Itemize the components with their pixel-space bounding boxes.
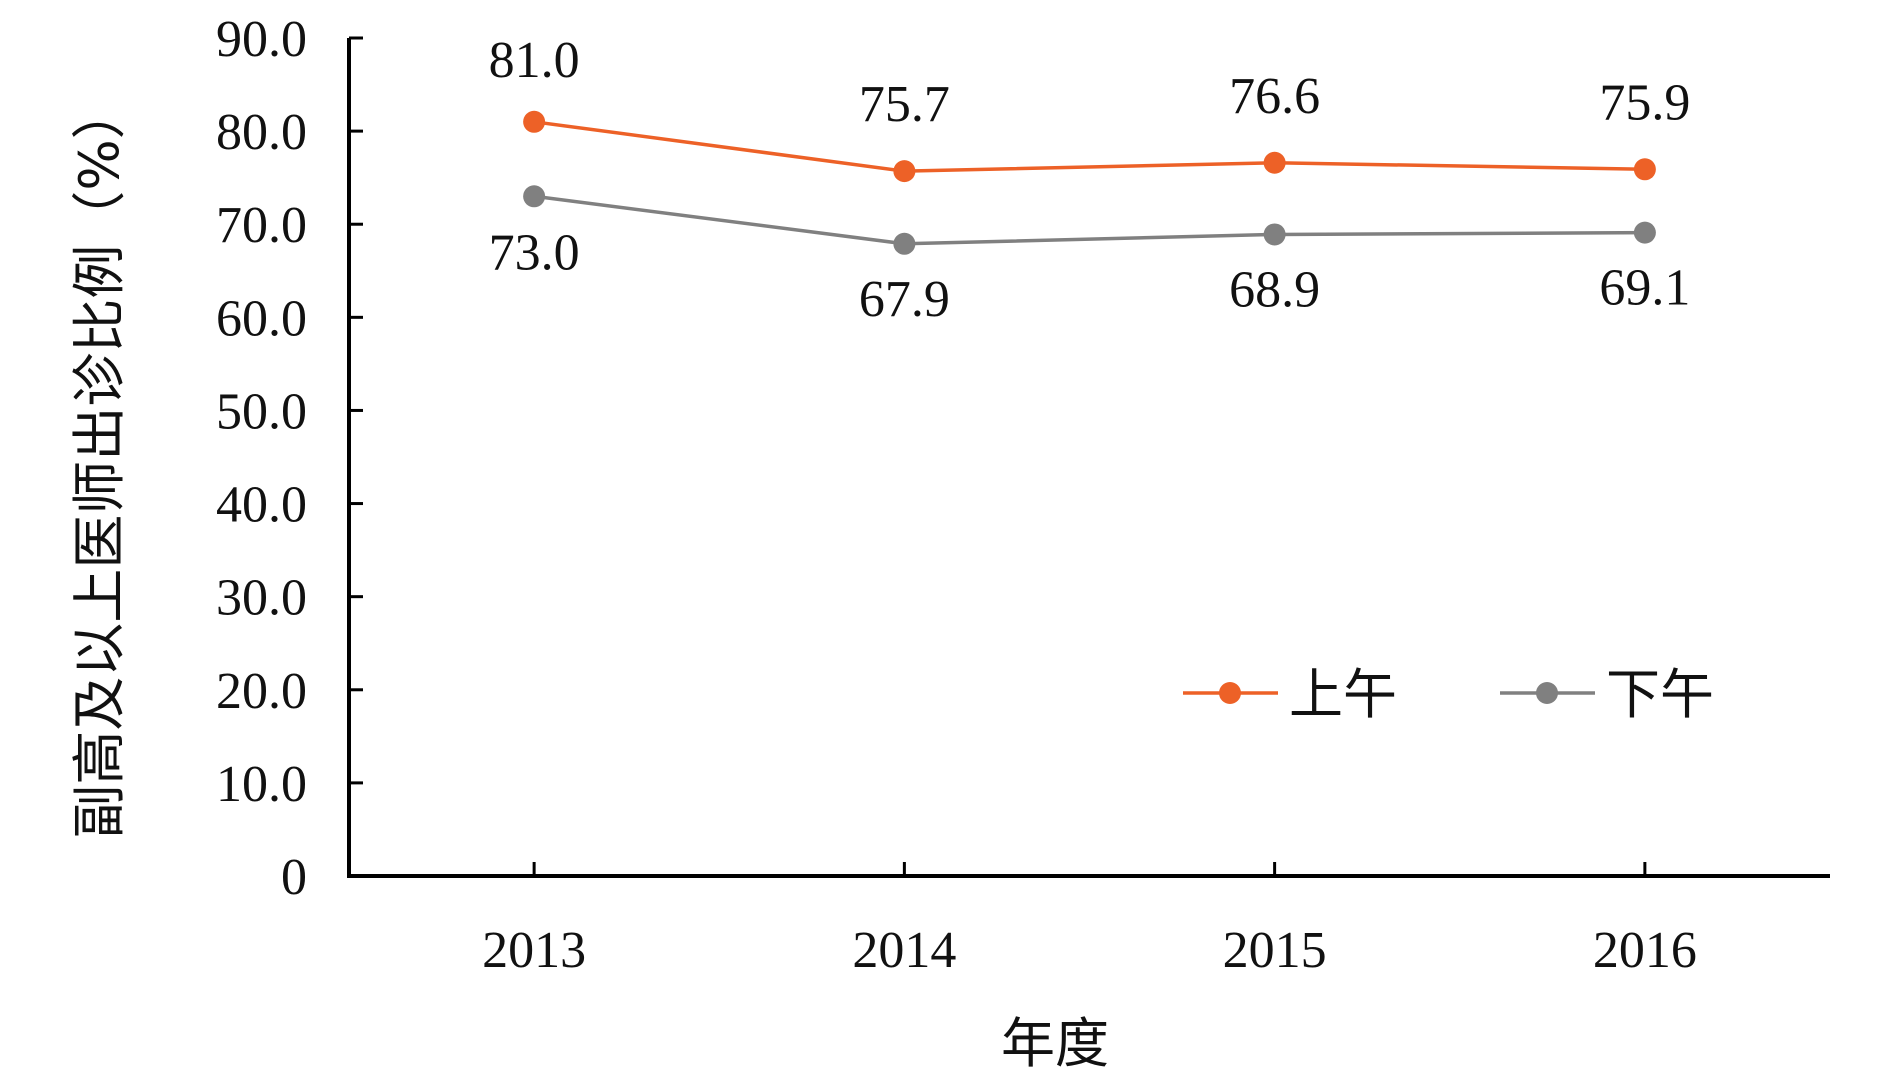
y-tick-label: 20.0 [216, 663, 307, 720]
series-line [533, 194, 1645, 246]
data-label: 69.1 [1599, 260, 1690, 317]
y-tick-label: 80.0 [216, 104, 307, 161]
y-axis-title: 副高及以上医师出诊比例（%） [68, 85, 131, 838]
data-label: 73.0 [489, 224, 580, 281]
data-point [523, 185, 546, 208]
y-tick-label: 70.0 [216, 197, 307, 254]
data-point [1633, 158, 1656, 181]
x-tick-label: 2014 [852, 922, 956, 979]
x-tick-label: 2016 [1593, 922, 1697, 979]
axes: 0 10.0 20.0 30.0 40.0 50.0 60.0 70.0 80.0 90.0 201… [216, 11, 1830, 979]
legend-marker [1219, 682, 1241, 704]
data-label: 81.0 [489, 32, 580, 89]
data-point [893, 160, 916, 183]
legend-marker [1536, 682, 1558, 704]
data-labels: 81.0 75.7 76.6 75.9 73.0 67.9 68.9 69.1 [489, 32, 1691, 328]
legend-label: 下午 [1606, 663, 1714, 726]
y-tick-label: 50.0 [216, 383, 307, 440]
data-label: 67.9 [859, 271, 950, 328]
data-label: 75.9 [1599, 74, 1690, 131]
x-tick-label: 2013 [482, 922, 586, 979]
y-tick-label: 40.0 [216, 477, 307, 534]
x-tick-label: 2015 [1223, 922, 1327, 979]
x-axis-title: 年度 [1001, 1012, 1109, 1075]
y-tick-label: 60.0 [216, 290, 307, 347]
data-point [1263, 151, 1286, 174]
data-point [1633, 221, 1656, 244]
data-point [1263, 223, 1286, 246]
legend: 上午 下午 [1183, 663, 1714, 726]
y-tick-label: 90.0 [216, 11, 307, 68]
y-tick-label: 0 [281, 849, 307, 906]
data-label: 75.7 [859, 76, 950, 133]
series-layer [523, 110, 1656, 255]
data-label: 68.9 [1229, 261, 1320, 318]
series-line [533, 120, 1645, 173]
y-tick-label: 30.0 [216, 570, 307, 627]
legend-label: 上午 [1289, 663, 1397, 726]
data-point [523, 110, 546, 133]
data-label: 76.6 [1229, 68, 1320, 125]
data-point [893, 232, 916, 255]
y-tick-label: 10.0 [216, 756, 307, 813]
